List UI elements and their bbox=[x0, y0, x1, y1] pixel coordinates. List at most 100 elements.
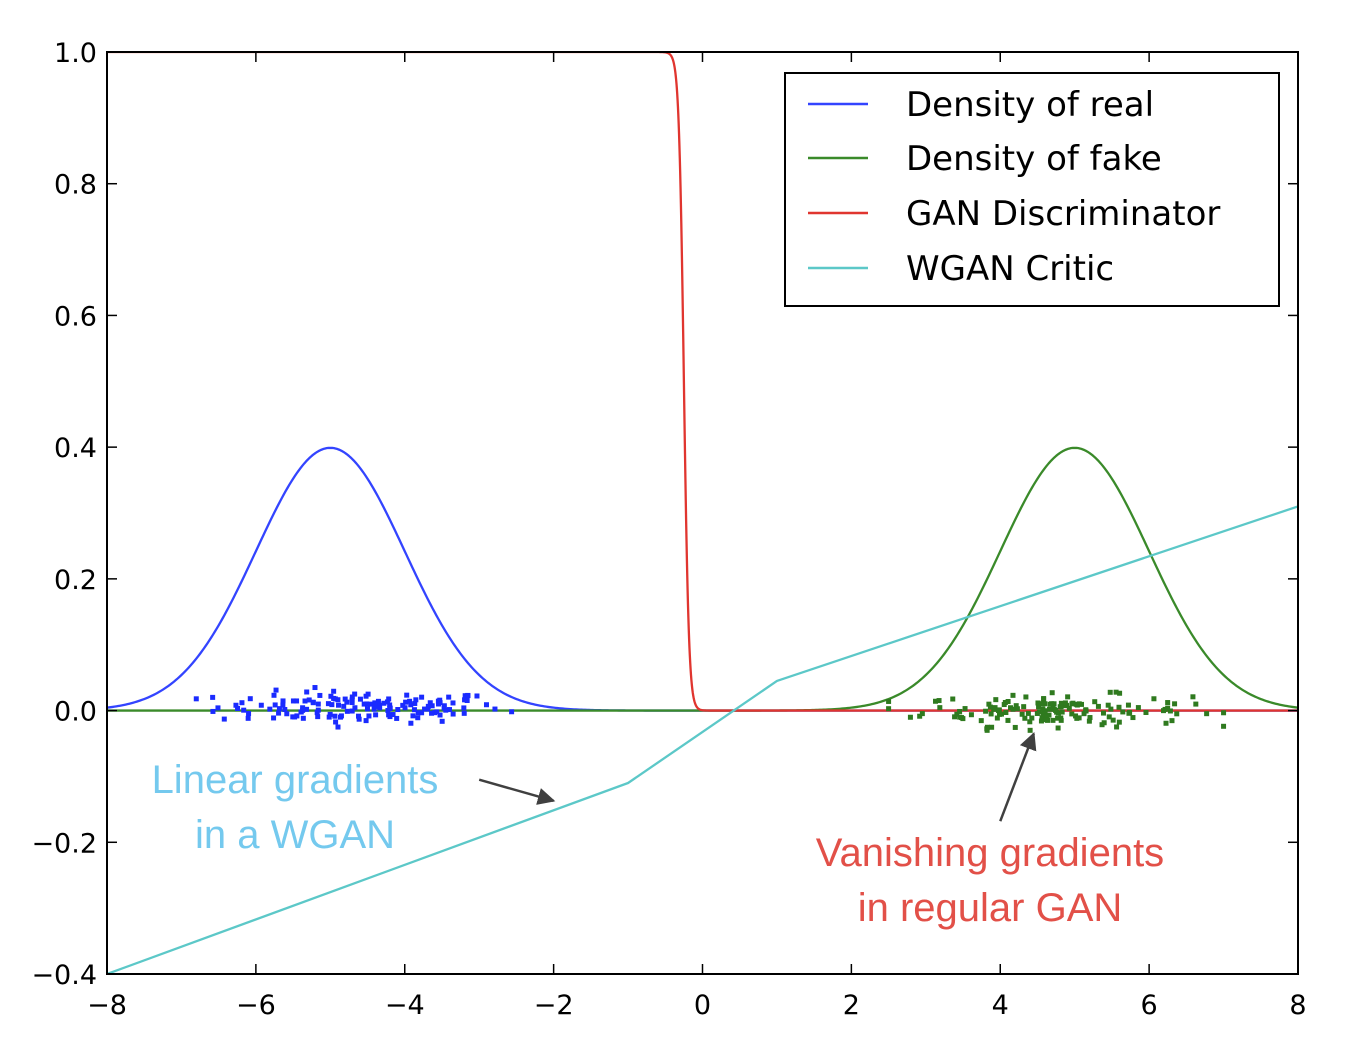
scatter-point-fake_samples bbox=[1058, 704, 1064, 710]
scatter-point-real_samples bbox=[387, 702, 393, 708]
scatter-point-real_samples bbox=[461, 705, 467, 711]
x-tick-label: −4 bbox=[385, 990, 425, 1021]
scatter-point-fake_samples bbox=[1108, 706, 1114, 712]
scatter-point-real_samples bbox=[336, 702, 342, 708]
scatter-point-fake_samples bbox=[1151, 696, 1157, 702]
scatter-point-real_samples bbox=[429, 710, 435, 716]
legend-label-real: Density of real bbox=[906, 85, 1154, 125]
scatter-point-real_samples bbox=[375, 698, 381, 704]
scatter-point-fake_samples bbox=[1073, 701, 1079, 707]
scatter-layer bbox=[193, 685, 1227, 733]
scatter-point-real_samples bbox=[408, 702, 414, 708]
scatter-point-fake_samples bbox=[1036, 704, 1042, 710]
x-tick-label: −6 bbox=[236, 990, 276, 1021]
scatter-point-real_samples bbox=[412, 700, 418, 706]
scatter-point-real_samples bbox=[356, 716, 362, 722]
scatter-point-real_samples bbox=[364, 706, 370, 712]
scatter-point-fake_samples bbox=[991, 706, 997, 712]
annotation-line: Vanishing gradients bbox=[816, 831, 1164, 875]
y-tick-label: 0.8 bbox=[54, 170, 97, 201]
legend-label-gan: GAN Discriminator bbox=[906, 194, 1220, 234]
scatter-point-real_samples bbox=[294, 698, 300, 704]
scatter-point-fake_samples bbox=[1053, 707, 1059, 713]
scatter-point-real_samples bbox=[437, 712, 443, 718]
scatter-point-real_samples bbox=[461, 710, 467, 716]
scatter-point-real_samples bbox=[241, 707, 247, 713]
scatter-point-fake_samples bbox=[1010, 706, 1016, 712]
x-tick-label: 8 bbox=[1289, 990, 1306, 1021]
scatter-point-fake_samples bbox=[968, 712, 974, 718]
scatter-point-fake_samples bbox=[986, 701, 992, 707]
scatter-point-real_samples bbox=[387, 706, 393, 712]
scatter-point-real_samples bbox=[419, 710, 425, 716]
scatter-point-fake_samples bbox=[936, 698, 942, 704]
scatter-point-real_samples bbox=[332, 713, 338, 719]
scatter-point-fake_samples bbox=[1113, 689, 1119, 695]
scatter-point-real_samples bbox=[210, 694, 216, 700]
y-tick-label: −0.4 bbox=[31, 960, 97, 991]
scatter-point-fake_samples bbox=[1099, 722, 1105, 728]
scatter-point-fake_samples bbox=[1023, 694, 1029, 700]
scatter-point-fake_samples bbox=[907, 714, 913, 720]
scatter-point-real_samples bbox=[341, 703, 347, 709]
scatter-point-real_samples bbox=[384, 699, 390, 705]
scatter-point-fake_samples bbox=[886, 706, 892, 712]
scatter-point-fake_samples bbox=[933, 698, 939, 704]
scatter-point-real_samples bbox=[280, 702, 286, 708]
annotation-arrow bbox=[478, 778, 556, 805]
scatter-point-real_samples bbox=[361, 701, 367, 707]
scatter-point-fake_samples bbox=[1022, 715, 1028, 721]
scatter-point-real_samples bbox=[404, 692, 410, 698]
scatter-point-fake_samples bbox=[1106, 714, 1112, 720]
scatter-point-real_samples bbox=[304, 689, 310, 695]
scatter-point-real_samples bbox=[221, 716, 227, 722]
scatter-point-real_samples bbox=[474, 693, 480, 699]
scatter-point-fake_samples bbox=[1135, 705, 1141, 711]
scatter-point-real_samples bbox=[402, 705, 408, 711]
scatter-point-real_samples bbox=[411, 707, 417, 713]
scatter-point-real_samples bbox=[464, 698, 470, 704]
scatter-point-fake_samples bbox=[1172, 701, 1178, 707]
scatter-point-real_samples bbox=[364, 701, 370, 707]
scatter-point-fake_samples bbox=[989, 724, 995, 730]
scatter-point-real_samples bbox=[367, 701, 373, 707]
scatter-point-fake_samples bbox=[998, 711, 1004, 717]
scatter-point-fake_samples bbox=[1059, 709, 1065, 715]
scatter-point-real_samples bbox=[233, 702, 239, 708]
scatter-point-fake_samples bbox=[1058, 700, 1064, 706]
scatter-point-real_samples bbox=[357, 696, 363, 702]
scatter-point-real_samples bbox=[290, 698, 296, 704]
scatter-point-fake_samples bbox=[984, 727, 990, 733]
scatter-point-real_samples bbox=[371, 706, 377, 712]
scatter-point-fake_samples bbox=[1055, 715, 1061, 721]
scatter-point-fake_samples bbox=[1027, 719, 1033, 725]
scatter-point-fake_samples bbox=[983, 708, 989, 714]
scatter-point-real_samples bbox=[302, 698, 308, 704]
annotation-gan: Vanishing gradients in regular GAN bbox=[816, 731, 1164, 930]
scatter-point-fake_samples bbox=[1038, 718, 1044, 724]
scatter-point-fake_samples bbox=[1047, 701, 1053, 707]
scatter-point-fake_samples bbox=[957, 708, 963, 714]
scatter-point-fake_samples bbox=[1081, 711, 1087, 717]
scatter-point-fake_samples bbox=[996, 707, 1002, 713]
scatter-point-real_samples bbox=[310, 700, 316, 706]
scatter-point-fake_samples bbox=[1050, 717, 1056, 723]
annotation-line: Linear gradients bbox=[152, 758, 439, 802]
scatter-point-fake_samples bbox=[1107, 689, 1113, 695]
scatter-point-real_samples bbox=[407, 698, 413, 704]
scatter-point-fake_samples bbox=[1130, 715, 1136, 721]
x-tick-label: 0 bbox=[694, 990, 711, 1021]
scatter-point-real_samples bbox=[300, 707, 306, 713]
scatter-point-fake_samples bbox=[1005, 717, 1011, 723]
scatter-point-real_samples bbox=[441, 703, 447, 709]
x-tick-label: 2 bbox=[843, 990, 860, 1021]
scatter-point-fake_samples bbox=[1167, 708, 1173, 714]
scatter-point-real_samples bbox=[271, 715, 277, 721]
scatter-point-real_samples bbox=[276, 710, 282, 716]
scatter-point-real_samples bbox=[271, 692, 277, 698]
scatter-point-fake_samples bbox=[1012, 724, 1018, 730]
scatter-point-real_samples bbox=[439, 718, 445, 724]
annotation-arrow bbox=[999, 731, 1037, 822]
scatter-point-real_samples bbox=[344, 699, 350, 705]
